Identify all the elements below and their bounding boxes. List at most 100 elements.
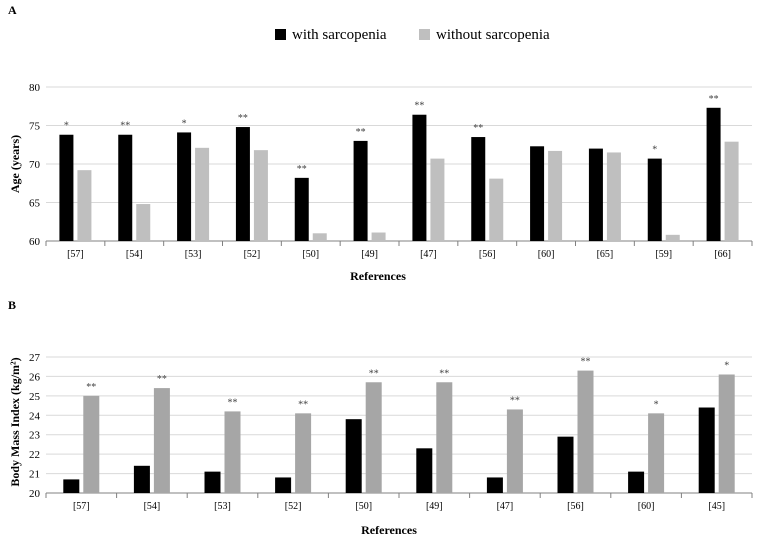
panel-a-bar-with-sarcopenia	[530, 146, 545, 241]
panel-a-x-tick-label: [57]	[67, 249, 84, 260]
panel-a-bar-without-sarcopenia	[77, 170, 92, 241]
panel-a-x-tick-label: [53]	[185, 249, 202, 260]
panel-a-x-tick-label: [60]	[538, 249, 555, 260]
legend-swatch-with-sarcopenia	[275, 29, 286, 40]
panel-b-significance-marker: **	[86, 382, 96, 393]
panel-b-x-tick-label: [47]	[497, 501, 514, 512]
legend: with sarcopenia without sarcopenia	[275, 27, 550, 43]
panel-a-bar-without-sarcopenia	[548, 150, 563, 241]
panel-b-x-tick-label: [57]	[73, 501, 90, 512]
panel-a-xlabel: References	[350, 269, 406, 283]
panel-b-y-tick-label: 26	[29, 371, 41, 383]
panel-a-bar-without-sarcopenia	[371, 232, 386, 241]
panel-b-significance-marker: **	[228, 397, 238, 408]
panel-b-xlabel: References	[361, 523, 417, 537]
panel-a-bar-without-sarcopenia	[606, 152, 621, 241]
panel-a-x-tick-label: [52]	[244, 249, 261, 260]
panel-b-significance-marker: **	[157, 374, 167, 385]
panel-b-significance-marker: *	[654, 399, 659, 410]
panel-b-y-tick-label: 23	[29, 430, 41, 442]
panel-a-x-tick-label: [56]	[479, 249, 496, 260]
panel-a-bar-without-sarcopenia	[312, 233, 327, 241]
panel-a-bar-without-sarcopenia	[136, 204, 151, 241]
panel-b-bar-without-sarcopenia	[295, 413, 312, 493]
panel-a-significance-marker: **	[297, 164, 307, 175]
panel-a-x-tick-label: [66]	[714, 249, 731, 260]
panel-a-bar-without-sarcopenia	[430, 158, 445, 241]
panel-a-bar-with-sarcopenia	[412, 114, 427, 241]
panel-a-bar-without-sarcopenia	[195, 147, 210, 241]
legend-label-without-sarcopenia: without sarcopenia	[436, 27, 550, 43]
panel-a-bar-with-sarcopenia	[294, 177, 309, 241]
panel-b-bar-with-sarcopenia	[345, 419, 362, 493]
panel-a-y-tick-label: 60	[29, 236, 41, 248]
panel-a-bar-with-sarcopenia	[235, 127, 250, 241]
panel-b-bar-without-sarcopenia	[153, 388, 170, 493]
panel-b-x-tick-label: [45]	[708, 501, 725, 512]
panel-a-bar-with-sarcopenia	[588, 148, 603, 241]
panel-a-ylabel: Age (years)	[8, 135, 22, 193]
panel-b-bar-with-sarcopenia	[416, 448, 433, 493]
panel-a-bar-with-sarcopenia	[706, 107, 721, 241]
panel-a-bar-without-sarcopenia	[489, 178, 504, 241]
panel-a-significance-marker: **	[120, 121, 130, 132]
panel-b-bar-with-sarcopenia	[698, 407, 715, 493]
panel-a-x-tick-label: [47]	[420, 249, 437, 260]
panel-b-significance-marker: **	[369, 368, 379, 379]
panel-a-significance-marker: **	[238, 113, 248, 124]
panel-b-bar-without-sarcopenia	[365, 382, 382, 493]
panel-b-significance-marker: *	[724, 360, 729, 371]
panel-a-significance-marker: *	[182, 118, 187, 129]
panel-b-x-tick-label: [52]	[285, 501, 302, 512]
panel-a-significance-marker: *	[652, 145, 657, 156]
panel-b-label: B	[8, 298, 16, 312]
panel-b-bar-with-sarcopenia	[133, 465, 150, 493]
panel-b-x-tick-label: [60]	[638, 501, 655, 512]
panel-b-ylabel: Body Mass Index (kg/m²)	[8, 357, 22, 486]
panel-a-bar-without-sarcopenia	[253, 150, 268, 241]
panel-b-x-tick-label: [50]	[355, 501, 372, 512]
panel-a-x-tick-label: [65]	[597, 249, 614, 260]
panel-a-bar-with-sarcopenia	[59, 134, 74, 241]
panel-b-bar-with-sarcopenia	[63, 479, 80, 493]
panel-b-y-tick-label: 21	[29, 469, 40, 481]
panel-a-significance-marker: **	[473, 123, 483, 134]
legend-label-with-sarcopenia: with sarcopenia	[292, 27, 387, 43]
panel-a-x-tick-label: [54]	[126, 249, 143, 260]
panel-b-significance-marker: **	[439, 368, 449, 379]
panel-a-bar-with-sarcopenia	[177, 132, 192, 241]
panel-b-y-tick-label: 27	[29, 352, 41, 364]
panel-b-significance-marker: **	[510, 395, 520, 406]
panel-b-bar-with-sarcopenia	[557, 436, 574, 493]
panel-b-x-tick-label: [56]	[567, 501, 584, 512]
panel-a-bar-without-sarcopenia	[665, 234, 680, 241]
legend-swatch-without-sarcopenia	[419, 29, 430, 40]
panel-b-bar-without-sarcopenia	[224, 411, 241, 493]
panel-a-y-tick-label: 80	[29, 82, 41, 94]
panel-b-x-tick-label: [53]	[214, 501, 231, 512]
panel-a-y-tick-label: 75	[29, 121, 41, 133]
panel-b-bar-with-sarcopenia	[628, 471, 645, 493]
panel-b-bar-with-sarcopenia	[204, 471, 221, 493]
panel-a-significance-marker: **	[356, 127, 366, 138]
panel-a-bar-without-sarcopenia	[724, 141, 739, 241]
panel-b-significance-marker: **	[581, 357, 591, 368]
panel-a-bar-with-sarcopenia	[118, 134, 133, 241]
panel-b-bar-with-sarcopenia	[275, 477, 292, 493]
panel-a-x-tick-label: [49]	[361, 249, 378, 260]
panel-b-y-tick-label: 24	[29, 410, 41, 422]
panel-b-bar-with-sarcopenia	[486, 477, 503, 493]
panel-b-bar-without-sarcopenia	[83, 395, 100, 493]
panel-a-label: A	[8, 3, 17, 17]
panel-b-bar-without-sarcopenia	[577, 370, 594, 493]
panel-b-y-tick-label: 20	[29, 488, 41, 500]
panel-a-age-chart: A Age (years) References 60 65 70 75 80 * [57]…	[8, 3, 753, 283]
panel-b-x-tick-label: [54]	[144, 501, 161, 512]
panel-b-y-tick-label: 22	[29, 449, 40, 461]
panel-a-bar-with-sarcopenia	[353, 140, 368, 241]
panel-b-bar-without-sarcopenia	[648, 413, 665, 493]
panel-a-significance-marker: **	[414, 101, 424, 112]
panel-b-bar-without-sarcopenia	[718, 374, 735, 493]
panel-b-x-tick-label: [49]	[426, 501, 443, 512]
